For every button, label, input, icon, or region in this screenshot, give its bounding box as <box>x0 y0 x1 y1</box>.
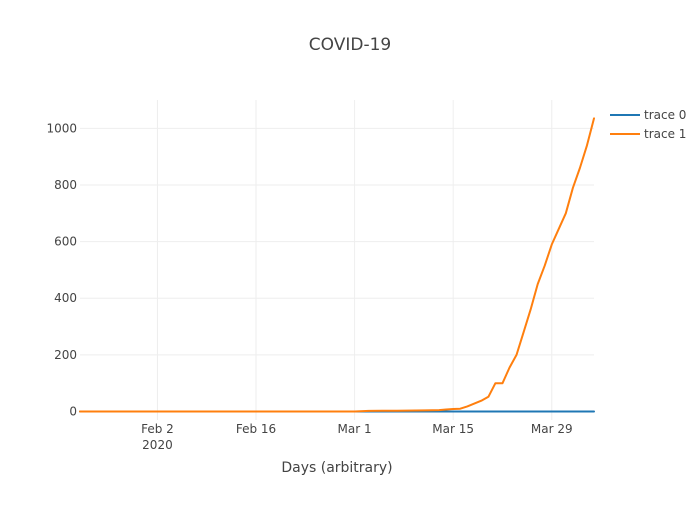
y-tick-label: 0 <box>69 405 77 419</box>
x-tick-label: Mar 29 <box>531 422 573 436</box>
x-tick-label: Mar 1 <box>338 422 372 436</box>
y-tick-label: 1000 <box>46 121 77 135</box>
series-line-trace-1 <box>79 117 595 413</box>
grid <box>80 100 594 420</box>
x-tick-label: Mar 15 <box>432 422 474 436</box>
x-tick-label: Feb 2 <box>141 422 174 436</box>
legend[interactable]: trace 0 trace 1 <box>610 108 686 141</box>
series-lines <box>79 117 595 413</box>
chart-title: COVID-19 <box>309 35 391 55</box>
y-tick-label: 200 <box>54 348 77 362</box>
x-axis-title: Days (arbitrary) <box>281 460 392 476</box>
x-axis-tick-labels: Feb 2 2020 Feb 16 Mar 1 Mar 15 Mar 29 <box>141 422 573 452</box>
x-tick-label: Feb 16 <box>236 422 276 436</box>
x-tick-year-label: 2020 <box>142 438 173 452</box>
legend-label: trace 1 <box>644 127 686 141</box>
y-tick-label: 800 <box>54 178 77 192</box>
y-tick-label: 600 <box>54 235 77 249</box>
y-tick-label: 400 <box>54 291 77 305</box>
y-axis-tick-labels: 0 200 400 600 800 1000 <box>46 121 77 418</box>
legend-item-trace-0[interactable]: trace 0 <box>610 108 686 122</box>
legend-item-trace-1[interactable]: trace 1 <box>610 127 686 141</box>
legend-label: trace 0 <box>644 108 686 122</box>
